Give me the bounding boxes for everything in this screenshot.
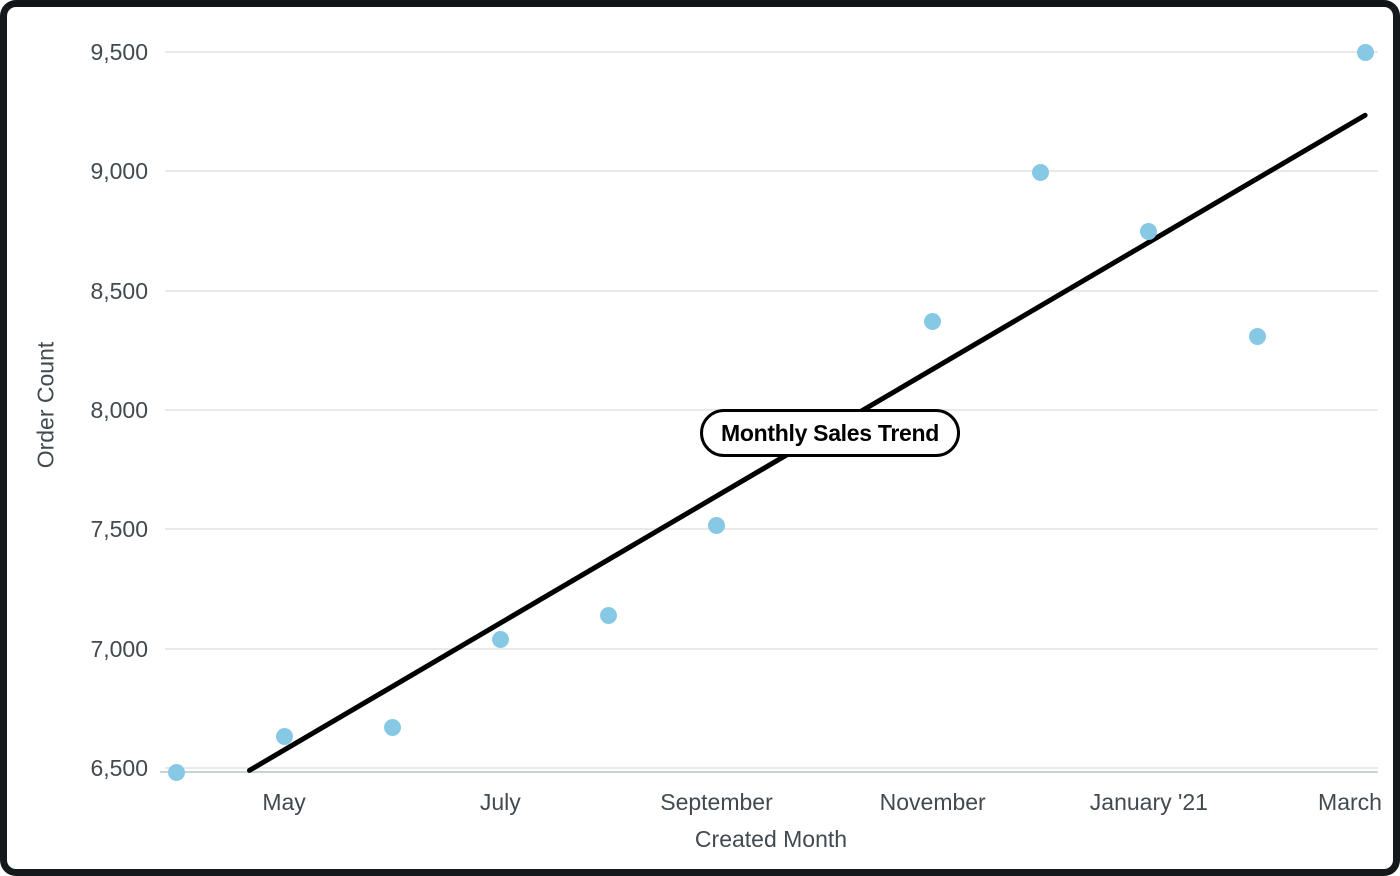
gridline [165,170,1378,173]
gridline [165,528,1378,531]
gridline [165,51,1378,53]
gridline [165,647,1378,650]
y-tick-label: 9,000 [90,158,148,185]
x-tick-label: November [879,789,986,815]
data-point[interactable] [599,606,617,624]
data-point[interactable] [383,718,401,736]
chart-title-annotation: Monthly Sales Trend [700,409,960,457]
x-tick-label: March [1318,789,1382,815]
data-point[interactable] [275,728,293,746]
y-tick-label: 8,000 [90,397,148,423]
gridline [165,767,1378,769]
gridline [165,289,1378,292]
x-tick-label: January '21 [1089,789,1208,815]
y-tick-label: 7,000 [90,635,148,662]
y-tick-label: 9,500 [90,39,148,65]
data-point[interactable] [708,517,725,535]
x-axis-title: Created Month [694,826,848,852]
data-point[interactable] [491,630,509,648]
data-point[interactable] [1356,43,1374,61]
data-point[interactable] [1248,327,1266,345]
x-tick-label: September [660,789,773,815]
x-tick-label: July [479,789,521,815]
y-tick-label: 6,500 [90,755,148,781]
data-point[interactable] [924,313,942,331]
data-point[interactable] [1032,164,1050,182]
x-tick-label: May [262,789,306,815]
y-tick-label: 7,500 [90,516,148,543]
data-point[interactable] [167,764,185,782]
data-point[interactable] [1140,222,1158,240]
x-axis-line [160,771,1378,773]
y-tick-label: 8,500 [90,277,148,304]
